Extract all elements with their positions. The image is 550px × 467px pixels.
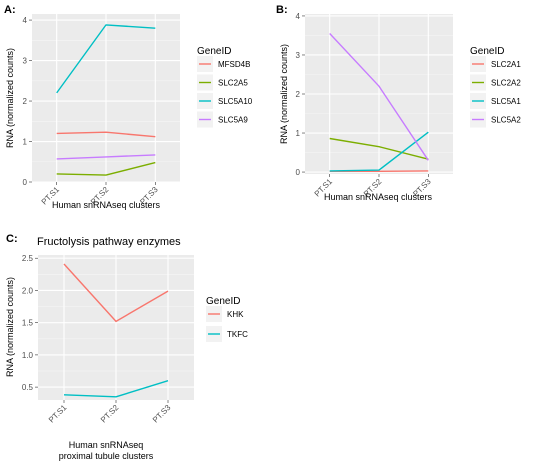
y-tick-label: 4: [296, 12, 301, 21]
series-line-khk: [63, 263, 169, 323]
y-tick-label: 0: [23, 178, 28, 187]
y-tick-label: 1.0: [22, 351, 34, 360]
legend-label-tkfc: TKFC: [227, 330, 248, 339]
series-line-tkfc: [63, 380, 169, 398]
legend-title: GeneID: [470, 46, 504, 57]
legend-label-slc2a5: SLC2A5: [218, 79, 248, 88]
panel-letter: B:: [276, 4, 288, 16]
x-axis-title-line-2: proximal tubule clusters: [59, 451, 154, 461]
y-tick-label: 1.5: [22, 319, 34, 328]
y-axis-title: RNA (normalized counts): [279, 44, 289, 144]
legend-label-khk: KHK: [227, 310, 244, 319]
y-tick-label: 3: [23, 57, 28, 66]
chart-panel-3: C: Fructolysis pathway enzymes 0.5 1.0 1.5 2.…: [5, 233, 248, 461]
y-axis-title: RNA (normalized counts): [5, 277, 15, 377]
legend-label-slc5a1: SLC5A1: [491, 97, 521, 106]
y-tick-label: 0.5: [22, 383, 34, 392]
series-line-slc2a2: [329, 137, 429, 160]
panel-letter: C:: [6, 233, 18, 245]
x-axis-title: Human snRNAseq clusters: [324, 192, 433, 202]
x-axis-title: Human snRNAseq: [69, 440, 144, 450]
y-tick-label: 2.0: [22, 286, 34, 295]
x-tick-label: PT.S2: [99, 403, 121, 425]
panel-letter: A:: [4, 4, 16, 16]
y-axis-title: RNA (normalized counts): [5, 48, 15, 148]
y-tick-label: 4: [23, 16, 28, 25]
y-tick-label: 3: [296, 51, 301, 60]
y-tick-label: 0: [296, 168, 301, 177]
y-tick-label: 1: [23, 138, 28, 147]
x-tick-label: PT.S1: [47, 403, 69, 425]
legend-label-mfsd4b: MFSD4B: [218, 60, 250, 69]
legend-title: GeneID: [206, 296, 240, 307]
series-line-slc2a5: [56, 161, 156, 176]
x-tick-label: PT.S3: [151, 403, 173, 425]
legend-label-slc5a10: SLC5A10: [218, 97, 253, 106]
y-tick-label: 2: [296, 90, 301, 99]
series-line-slc5a9: [56, 154, 156, 160]
legend-label-slc5a9: SLC5A9: [218, 116, 248, 125]
y-tick-label: 2.5: [22, 254, 34, 263]
legend-label-slc2a1: SLC2A1: [491, 60, 521, 69]
legend-label-slc2a2: SLC2A2: [491, 79, 521, 88]
chart-title: Fructolysis pathway enzymes: [37, 236, 181, 248]
series-line-mfsd4b: [56, 131, 156, 138]
y-tick-label: 2: [23, 97, 28, 106]
series-line-slc5a1: [329, 131, 429, 172]
series-line-slc5a2: [329, 33, 429, 161]
legend-title: GeneID: [197, 46, 231, 57]
x-axis-title: Human snRNAseq clusters: [52, 200, 161, 210]
y-tick-label: 1: [296, 129, 301, 138]
legend-label-slc5a2: SLC5A2: [491, 116, 521, 125]
series-line-slc5a10: [56, 24, 156, 94]
